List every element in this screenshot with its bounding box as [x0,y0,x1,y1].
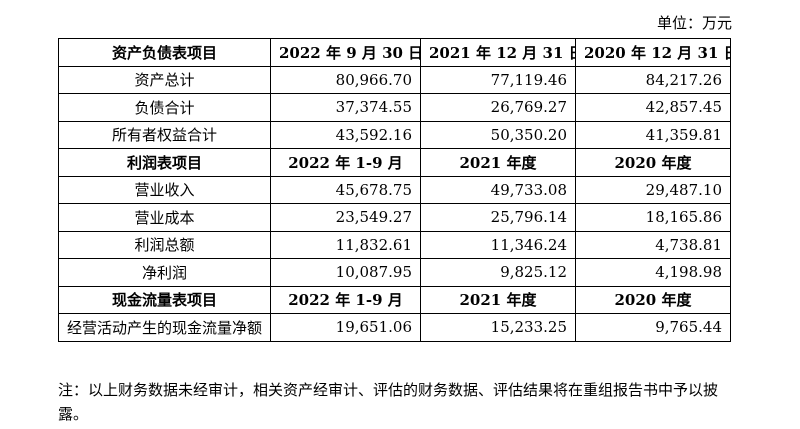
cell: 23,549.27 [270,203,421,232]
cell: 9,765.44 [575,313,731,342]
header-cell: 2022 年 9 月 30 日 [270,38,421,67]
cell: 19,651.06 [270,313,421,342]
unit-label: 单位：万元 [656,14,732,32]
cell: 营业收入 [58,175,271,204]
data-row: 利润总额 11,832.61 11,346.24 4,738.81 [58,230,731,259]
section-header-row: 现金流量表项目 2022 年 1-9 月 2021 年度 2020 年度 [58,285,731,314]
section-header-row: 资产负债表项目 2022 年 9 月 30 日 2021 年 12 月 31 日 20… [58,38,731,67]
cell: 26,769.27 [420,93,576,122]
header-cell: 2020 年 12 月 31 日 [575,38,731,67]
cell: 42,857.45 [575,93,731,122]
data-row: 净利润 10,087.95 9,825.12 4,198.98 [58,258,731,287]
cell: 18,165.86 [575,203,731,232]
header-cell: 资产负债表项目 [58,38,271,67]
cell: 经营活动产生的现金流量净额 [58,313,271,342]
cell: 所有者权益合计 [58,120,271,149]
cell: 营业成本 [58,203,271,232]
header-cell: 2021 年 12 月 31 日 [420,38,576,67]
cell: 15,233.25 [420,313,576,342]
cell: 77,119.46 [420,65,576,94]
note: 注：以上财务数据未经审计，相关资产经审计、评估的财务数据、评估结果将在重组报告书… [58,381,719,423]
header-cell: 2021 年度 [420,148,576,177]
cell: 资产总计 [58,65,271,94]
cell: 41,359.81 [575,120,731,149]
data-row: 资产总计 80,966.70 77,119.46 84,217.26 [58,65,731,94]
data-row: 负债合计 37,374.55 26,769.27 42,857.45 [58,93,731,122]
cell: 43,592.16 [270,120,421,149]
header-cell: 2020 年度 [575,148,731,177]
cell: 9,825.12 [420,258,576,287]
cell: 11,832.61 [270,230,421,259]
cell: 11,346.24 [420,230,576,259]
data-row: 营业成本 23,549.27 25,796.14 18,165.86 [58,203,731,232]
header-cell: 2022 年 1-9 月 [270,148,421,177]
cell: 负债合计 [58,93,271,122]
cell: 净利润 [58,258,271,287]
cell: 80,966.70 [270,65,421,94]
cell: 45,678.75 [270,175,421,204]
header-cell: 现金流量表项目 [58,285,271,314]
cell: 49,733.08 [420,175,576,204]
cell: 37,374.55 [270,93,421,122]
cell: 10,087.95 [270,258,421,287]
header-cell: 利润表项目 [58,148,271,177]
section-header-row: 利润表项目 2022 年 1-9 月 2021 年度 2020 年度 [58,148,731,177]
data-row: 经营活动产生的现金流量净额 19,651.06 15,233.25 9,765.44 [58,313,731,342]
cell: 4,198.98 [575,258,731,287]
cell: 25,796.14 [420,203,576,232]
cell: 29,487.10 [575,175,731,204]
cell: 50,350.20 [420,120,576,149]
financial-table: 资产负债表项目 2022 年 9 月 30 日 2021 年 12 月 31 日 20… [58,38,731,342]
cell: 4,738.81 [575,230,731,259]
header-cell: 2021 年度 [420,285,576,314]
header-cell: 2022 年 1-9 月 [270,285,421,314]
cell: 利润总额 [58,230,271,259]
cell: 84,217.26 [575,65,731,94]
header-cell: 2020 年度 [575,285,731,314]
data-row: 所有者权益合计 43,592.16 50,350.20 41,359.81 [58,120,731,149]
data-row: 营业收入 45,678.75 49,733.08 29,487.10 [58,175,731,204]
